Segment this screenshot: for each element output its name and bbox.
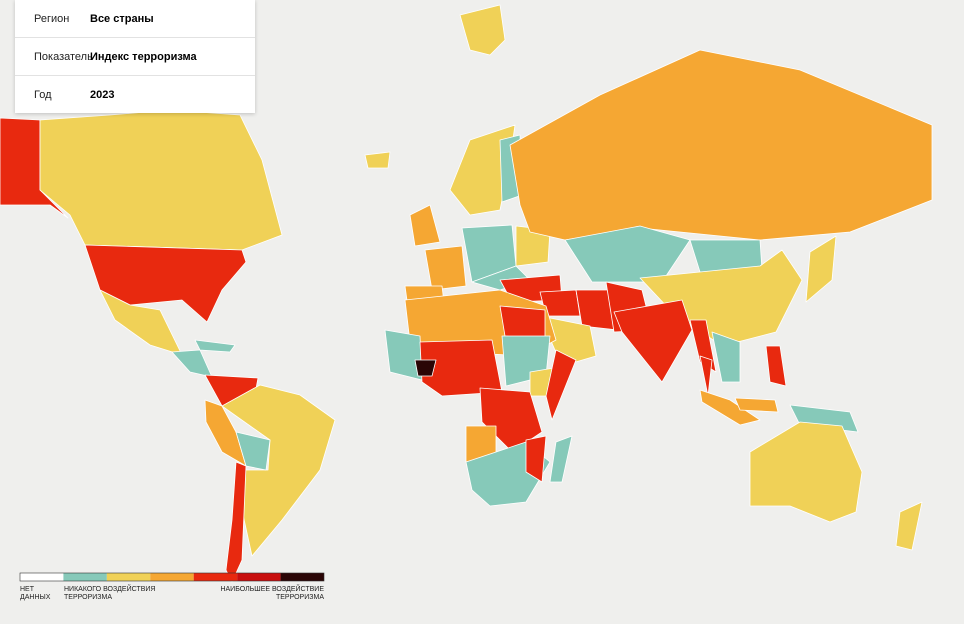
country xyxy=(564,225,691,283)
country xyxy=(384,329,423,381)
country xyxy=(805,235,837,303)
filter-row[interactable]: Год 2023 xyxy=(15,76,255,113)
country xyxy=(539,315,597,367)
country xyxy=(235,431,271,471)
country xyxy=(194,339,236,353)
filter-label: Показатель xyxy=(34,50,93,63)
filter-value[interactable]: Все страны xyxy=(90,12,154,25)
country xyxy=(699,355,713,397)
country xyxy=(171,349,213,378)
country xyxy=(39,109,283,251)
country xyxy=(499,305,546,341)
filter-panel: Регион Все страны Показатель Индекс террор… xyxy=(15,0,255,113)
country xyxy=(409,204,441,247)
country xyxy=(525,435,547,483)
legend-swatch xyxy=(193,573,238,581)
filter-row[interactable]: Регион Все страны xyxy=(15,0,255,38)
country xyxy=(613,299,693,383)
country xyxy=(414,359,437,377)
legend-label: НЕТ ДАННЫХ xyxy=(20,586,51,601)
country xyxy=(549,435,573,483)
filter-row[interactable]: Показатель Индекс терроризма xyxy=(15,38,255,76)
legend-swatch xyxy=(106,573,151,581)
country xyxy=(545,349,577,421)
legend-swatch xyxy=(150,573,194,581)
country xyxy=(749,421,863,523)
country xyxy=(221,384,336,557)
legend-swatch xyxy=(237,573,281,581)
country xyxy=(895,501,923,551)
country xyxy=(509,49,933,241)
legend-frame xyxy=(19,572,325,582)
country xyxy=(84,244,247,323)
country xyxy=(734,397,779,413)
filter-value[interactable]: Индекс терроризма xyxy=(90,50,197,63)
legend-label: НАИБОЛЬШЕЕ ВОЗДЕЙСТВИЕ ТЕРРОРИЗМА xyxy=(220,586,324,601)
filter-value[interactable]: 2023 xyxy=(90,88,115,101)
country xyxy=(711,331,741,383)
country xyxy=(459,4,506,56)
filter-label: Год xyxy=(34,88,52,101)
country xyxy=(765,345,787,387)
country xyxy=(424,245,467,291)
country xyxy=(225,461,247,583)
filter-label: Регион xyxy=(34,12,70,25)
legend-swatch xyxy=(63,573,107,581)
country xyxy=(699,389,761,426)
legend-label: НИКАКОГО ВОЗДЕЙСТВИЯ ТЕРРОРИЗМА xyxy=(64,586,156,601)
country xyxy=(364,151,391,169)
legend-swatch xyxy=(20,573,64,581)
legend-swatch xyxy=(280,573,324,581)
